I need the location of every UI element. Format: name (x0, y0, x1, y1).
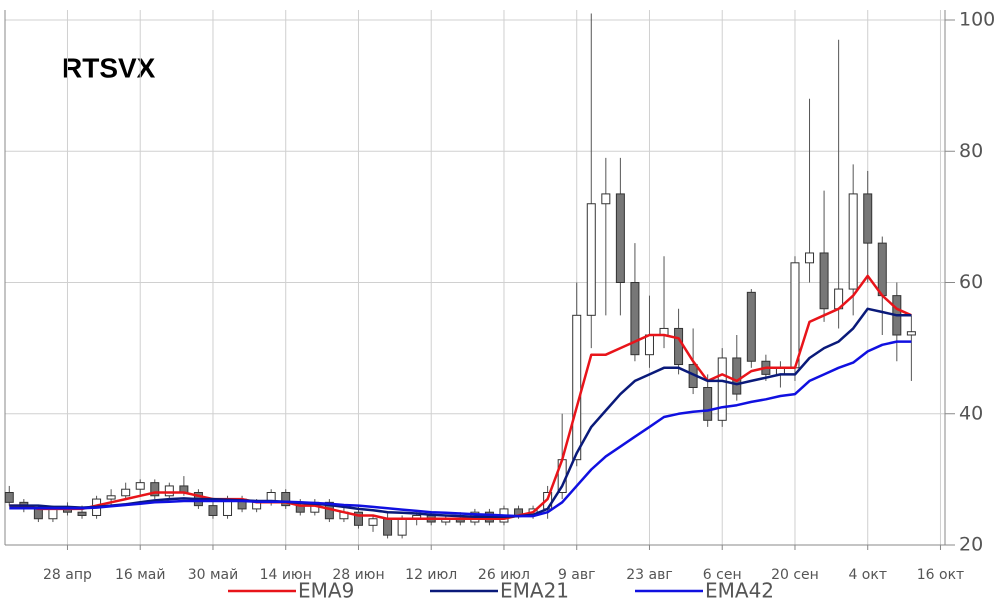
x-tick-label: 12 июл (405, 567, 457, 583)
legend-label: EMA9 (298, 579, 354, 603)
x-tick-label: 23 авг (626, 567, 672, 583)
candle-body (863, 193, 873, 244)
y-tick-label: 20 (959, 534, 983, 556)
candle-body (48, 508, 58, 520)
candle-body (353, 511, 363, 526)
candle-body (106, 495, 116, 500)
x-tick-label: 28 апр (43, 567, 92, 583)
x-tick-label: 30 май (188, 567, 239, 583)
candle-body (790, 262, 800, 369)
candle-body (601, 193, 611, 205)
candle-body (33, 508, 43, 520)
candle-body (397, 518, 407, 536)
candle-body (732, 357, 742, 395)
candle-body (644, 334, 654, 356)
legend-label: EMA21 (500, 579, 569, 603)
x-tick-label: 9 авг (558, 567, 596, 583)
candle-body (848, 193, 858, 290)
x-tick-label: 28 июн (332, 567, 384, 583)
ema-line (9, 340, 912, 518)
x-tick-label: 26 июл (478, 567, 530, 583)
candle-body (703, 387, 713, 421)
candle-body (586, 203, 596, 316)
candle-body (674, 327, 684, 366)
candle-body (135, 482, 145, 490)
y-tick-label: 60 (959, 271, 983, 293)
candle-body (615, 193, 625, 283)
y-tick-label: 40 (959, 402, 983, 424)
candle-body (906, 331, 916, 336)
x-tick-label: 16 окт (917, 567, 964, 583)
candle-body (150, 482, 160, 497)
y-tick-label: 80 (959, 140, 983, 162)
x-tick-label: 16 май (115, 567, 166, 583)
x-tick-label: 14 июн (260, 567, 312, 583)
candle-body (805, 252, 815, 264)
x-tick-label: 4 окт (848, 567, 887, 583)
chart-title: RTSVX (62, 52, 156, 83)
candle-body (368, 518, 378, 526)
candle-body (746, 291, 756, 362)
candle-body (121, 488, 131, 497)
candle-body (572, 314, 582, 461)
candle-body (208, 505, 218, 516)
candle-body (717, 357, 727, 421)
ema-line (9, 307, 912, 519)
candle-body (877, 242, 887, 297)
x-tick-label: 20 сен (771, 567, 819, 583)
candle-body (77, 511, 87, 516)
candle-body (383, 518, 393, 536)
candle-body (4, 492, 14, 503)
candle-body (819, 252, 829, 310)
candle-body (164, 485, 174, 497)
ema-line (9, 274, 912, 521)
x-tick-label: 6 сен (703, 567, 742, 583)
y-tick-label: 100 (959, 9, 995, 31)
legend-label: EMA42 (705, 579, 774, 603)
candle-body (630, 282, 640, 356)
candle-body (281, 492, 291, 507)
